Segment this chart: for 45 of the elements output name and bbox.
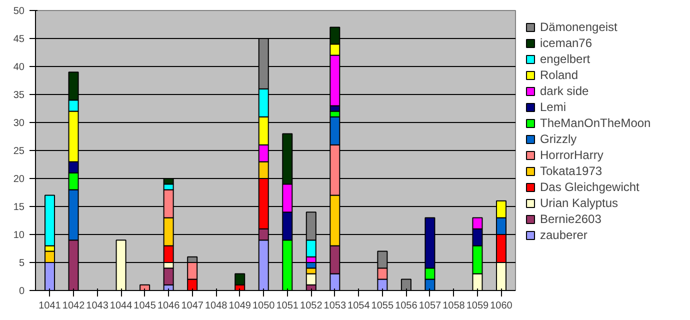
x-tick-label: 1054 <box>348 300 370 312</box>
y-tick-label: 35 <box>13 90 25 101</box>
legend-label: Tokata1973 <box>540 164 602 178</box>
x-tick-label: 1055 <box>371 300 394 312</box>
x-tick-label: 1052 <box>300 300 323 312</box>
y-tick-label: 30 <box>13 118 25 129</box>
legend-label: Dämonengeist <box>540 20 618 34</box>
x-tick-label: 1050 <box>252 300 276 312</box>
legend-label: iceman76 <box>540 36 592 50</box>
x-tick-label: 1058 <box>442 300 466 312</box>
legend-label: TheManOnTheMoon <box>540 116 651 130</box>
y-tick-label: 40 <box>13 62 25 73</box>
x-tick-label: 1056 <box>395 300 418 312</box>
x-tick-label: 1059 <box>466 300 490 312</box>
legend-label: HorrorHarry <box>540 148 604 162</box>
y-tick-label: 50 <box>13 6 25 17</box>
x-tick-label: 1042 <box>62 300 86 312</box>
legend-label: Grizzly <box>540 132 577 146</box>
x-tick-label: 1053 <box>324 300 346 312</box>
y-tick-label: 10 <box>13 230 25 241</box>
x-tick-label: 1060 <box>490 300 513 312</box>
x-tick-label: 1049 <box>228 300 252 312</box>
y-tick-label: 25 <box>13 146 25 157</box>
x-tick-label: 1041 <box>38 300 62 312</box>
y-tick-label: 45 <box>13 34 25 45</box>
legend-label: zauberer <box>540 228 588 242</box>
y-tick-label: 5 <box>18 258 25 269</box>
legend-label: Urian Kalyptus <box>540 196 618 210</box>
legend-label: dark side <box>540 84 589 98</box>
legend-label: Das Gleichgewicht <box>540 180 640 194</box>
x-tick-label: 1045 <box>134 300 156 312</box>
y-tick-label: 0 <box>18 286 25 297</box>
y-tick-label: 15 <box>13 202 25 213</box>
x-tick-label: 1057 <box>418 300 442 312</box>
x-tick-label: 1046 <box>157 300 180 312</box>
legend-label: Lemi <box>540 100 566 114</box>
x-tick-label: 1044 <box>110 300 133 312</box>
legend-label: Bernie2603 <box>540 212 602 226</box>
legend-label: engelbert <box>540 52 590 66</box>
legend-label: Roland <box>540 68 578 82</box>
x-tick-label: 1051 <box>276 300 299 312</box>
x-tick-label: 1047 <box>181 300 204 312</box>
x-tick-label: 1043 <box>86 300 109 312</box>
x-tick-label: 1048 <box>204 300 228 312</box>
y-tick-label: 20 <box>13 174 25 185</box>
